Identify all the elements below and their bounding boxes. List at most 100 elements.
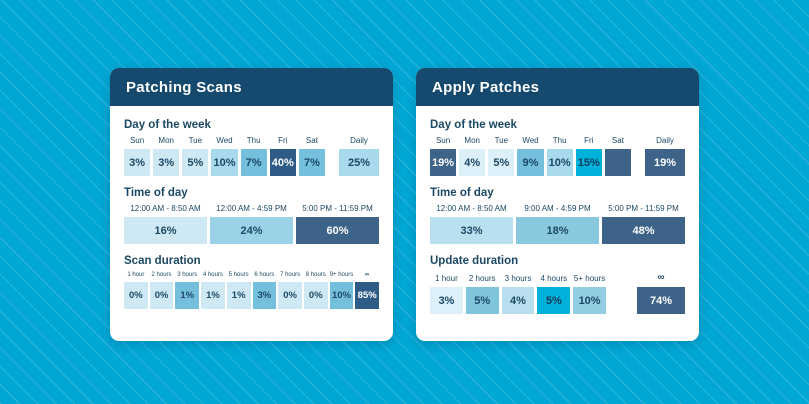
day-column: Thu 10% (546, 136, 573, 176)
column-label: 8 hours (305, 272, 326, 278)
patching-scans-card: Patching Scans Day of the week Sun 3% Mo… (110, 68, 393, 341)
update-duration-row: 1 hour 3% 2 hours 5% 3 hours 4% 4 hours … (430, 272, 685, 314)
column-label: 3 hours (177, 272, 198, 278)
column-label: 1 hour (435, 274, 458, 283)
duration-column: 4 hours 5% (537, 274, 571, 314)
card-body: Day of the week Sun 19% Mon 4% Tue 5% We… (416, 106, 699, 314)
value-cell: 0% (124, 282, 148, 309)
section-heading-time: Time of day (124, 187, 188, 199)
value-cell: 7% (240, 149, 267, 176)
duration-column: 3 hours 1% (175, 272, 200, 309)
column-label: Sun (435, 136, 451, 145)
value-cell: 0% (278, 282, 302, 309)
column-label: 9:00 AM - 4:59 PM (524, 204, 591, 213)
value-cell: 25% (338, 149, 379, 176)
infinity-column: ∞ 74% (636, 272, 685, 314)
duration-column: 1 hour 0% (124, 272, 148, 309)
value-cell: 5% (182, 149, 209, 176)
column-label: Sun (129, 136, 145, 145)
value-cell: 33% (430, 217, 513, 244)
column-label: 12:00 AM - 8:50 AM (436, 204, 507, 213)
column-label: 5:00 PM - 11:59 PM (608, 204, 679, 213)
value-cell: 40% (269, 149, 296, 176)
duration-column: 2 hours 0% (149, 272, 174, 309)
day-column: Sun 3% (124, 136, 151, 176)
duration-column: 3 hours 4% (501, 274, 535, 314)
column-label: 7 hours (280, 272, 301, 278)
card-title: Patching Scans (126, 78, 242, 96)
column-label: Mon (464, 136, 480, 145)
card-body: Day of the week Sun 3% Mon 3% Tue 5% Wed… (110, 106, 393, 309)
column-label: Fri (278, 136, 288, 145)
column-label: 1 hour (127, 272, 145, 278)
infinity-icon: ∞ (657, 272, 665, 283)
day-column: Tue 5% (182, 136, 209, 176)
value-cell: 74% (636, 287, 685, 314)
column-label: 12:00 AM - 8:50 AM (130, 204, 201, 213)
scan-duration-row: 1 hour 0% 2 hours 0% 3 hours 1% 4 hours … (124, 272, 380, 309)
column-label: 2 hours (468, 274, 496, 283)
time-column: 5:00 PM - 11:59 PM 48% (602, 204, 685, 244)
column-label: Sat (305, 136, 318, 145)
column-label: Thu (246, 136, 261, 145)
time-column: 12:00 AM - 8:50 AM 16% (124, 204, 207, 244)
value-cell: 0% (303, 282, 328, 309)
column-label: 2 hours (151, 272, 172, 278)
time-column: 9:00 AM - 4:59 PM 18% (516, 204, 599, 244)
duration-column: 6 hours 3% (252, 272, 277, 309)
day-column: Thu 7% (240, 136, 267, 176)
duration-column: 5 hours 1% (226, 272, 251, 309)
section-heading-time: Time of day (430, 187, 494, 199)
time-of-day-row: 12:00 AM - 8:50 AM 33% 9:00 AM - 4:59 PM… (430, 204, 685, 244)
column-label: Daily (656, 136, 674, 145)
day-column: Sat (604, 136, 631, 176)
value-cell: 15% (575, 149, 602, 176)
apply-patches-header: Apply Patches (416, 68, 699, 106)
day-column: Mon 3% (153, 136, 180, 176)
column-label: 3 hours (504, 274, 532, 283)
column-label: Fri (584, 136, 594, 145)
value-cell: 18% (516, 217, 599, 244)
value-cell: 10% (329, 282, 354, 309)
value-cell: 9% (517, 149, 544, 176)
time-column: 5:00 PM - 11:59 PM 60% (296, 204, 379, 244)
day-column: Sat 7% (298, 136, 325, 176)
column-label: Mon (158, 136, 174, 145)
section-heading-duration: Update duration (430, 255, 519, 267)
column-label: Wed (522, 136, 539, 145)
column-label: Tue (494, 136, 509, 145)
value-cell: 48% (602, 217, 685, 244)
value-cell: 85% (355, 282, 380, 309)
value-cell: 7% (298, 149, 325, 176)
card-title: Apply Patches (432, 78, 540, 96)
day-of-week-row: Sun 19% Mon 4% Tue 5% Wed 9% Thu 10% Fri… (430, 136, 685, 176)
value-cell: 4% (459, 149, 486, 176)
value-cell: 4% (501, 287, 535, 314)
section-heading-day: Day of the week (124, 119, 211, 131)
column-label: 5 hours (228, 272, 249, 278)
value-cell: 19% (644, 149, 685, 176)
value-cell: 10% (573, 287, 606, 314)
duration-column: 8 hours 0% (303, 272, 328, 309)
column-label: 6 hours (254, 272, 275, 278)
value-cell: 5% (465, 287, 499, 314)
value-cell: 10% (211, 149, 238, 176)
column-label: Tue (188, 136, 203, 145)
duration-column: 7 hours 0% (278, 272, 302, 309)
apply-patches-card: Apply Patches Day of the week Sun 19% Mo… (416, 68, 699, 341)
value-cell: 1% (226, 282, 251, 309)
infinity-icon: ∞ (365, 272, 370, 278)
section-heading-day: Day of the week (430, 119, 517, 131)
day-column: Fri 15% (575, 136, 602, 176)
day-column: Fri 40% (269, 136, 296, 176)
value-cell: 3% (252, 282, 277, 309)
duration-column: 9+ hours 10% (329, 272, 354, 309)
value-cell: 1% (175, 282, 200, 309)
column-label: Sat (611, 136, 624, 145)
column-label: 12:00 AM - 4:59 PM (216, 204, 287, 213)
column-label: Daily (350, 136, 368, 145)
column-label: 5+ hours (573, 274, 606, 283)
column-label: Wed (216, 136, 233, 145)
section-heading-duration: Scan duration (124, 255, 201, 267)
value-cell: 0% (149, 282, 174, 309)
